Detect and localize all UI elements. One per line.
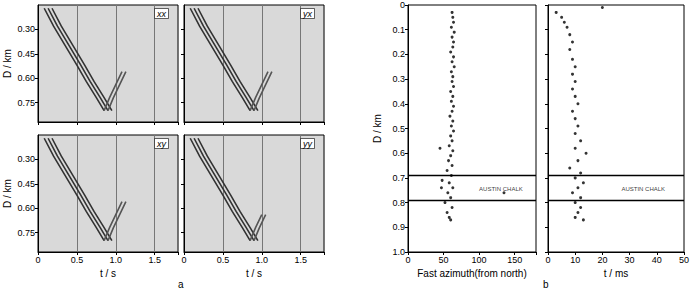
svg-text:D / km: D / km [372,114,383,143]
svg-text:a: a [178,279,184,290]
svg-text:0.45: 0.45 [17,179,35,189]
svg-text:40: 40 [652,255,662,265]
svg-text:t / s: t / s [100,268,116,279]
svg-text:30: 30 [625,255,635,265]
svg-text:0.60: 0.60 [17,203,35,213]
svg-text:AUSTIN CHALK: AUSTIN CHALK [479,186,523,192]
svg-text:10: 10 [570,255,580,265]
svg-text:0.6: 0.6 [392,148,405,158]
svg-text:0: 0 [400,0,405,10]
svg-text:100: 100 [472,255,487,265]
svg-text:xx: xx [156,9,167,19]
svg-text:0.5: 0.5 [392,124,405,134]
svg-text:1.5: 1.5 [148,255,161,265]
svg-text:AUSTIN CHALK: AUSTIN CHALK [621,186,665,192]
svg-text:yx: yx [302,9,313,19]
svg-text:0.8: 0.8 [392,198,405,208]
svg-text:0.3: 0.3 [392,74,405,84]
svg-text:50: 50 [439,255,449,265]
svg-text:1.0: 1.0 [110,255,123,265]
svg-text:20: 20 [597,255,607,265]
svg-text:0.1: 0.1 [392,25,405,35]
svg-text:0.30: 0.30 [17,24,35,34]
svg-text:xy: xy [156,139,167,149]
svg-text:0: 0 [545,255,550,265]
svg-text:0.30: 0.30 [17,154,35,164]
svg-text:150: 150 [507,255,522,265]
svg-text:D / km: D / km [2,49,13,78]
svg-text:b: b [543,279,549,290]
svg-text:0.60: 0.60 [17,73,35,83]
svg-text:1.0: 1.0 [256,255,269,265]
svg-text:yy: yy [302,139,313,149]
svg-text:Fast azimuth(from north): Fast azimuth(from north) [417,268,526,279]
svg-text:0.9: 0.9 [392,222,405,232]
svg-text:0.5: 0.5 [71,255,84,265]
svg-text:0.7: 0.7 [392,173,405,183]
svg-text:50: 50 [679,255,689,265]
svg-text:1.0: 1.0 [392,247,405,257]
svg-text:0.75: 0.75 [17,98,35,108]
svg-text:0.45: 0.45 [17,49,35,59]
svg-text:0.75: 0.75 [17,228,35,238]
svg-text:t / ms: t / ms [604,268,628,279]
svg-text:0: 0 [405,255,410,265]
svg-text:1.5: 1.5 [294,255,307,265]
svg-text:0.4: 0.4 [392,99,405,109]
svg-text:0.5: 0.5 [217,255,230,265]
svg-text:t / s: t / s [246,268,262,279]
svg-text:0.2: 0.2 [392,49,405,59]
svg-text:0: 0 [181,255,186,265]
svg-text:D / km: D / km [2,179,13,208]
svg-text:0: 0 [35,255,40,265]
